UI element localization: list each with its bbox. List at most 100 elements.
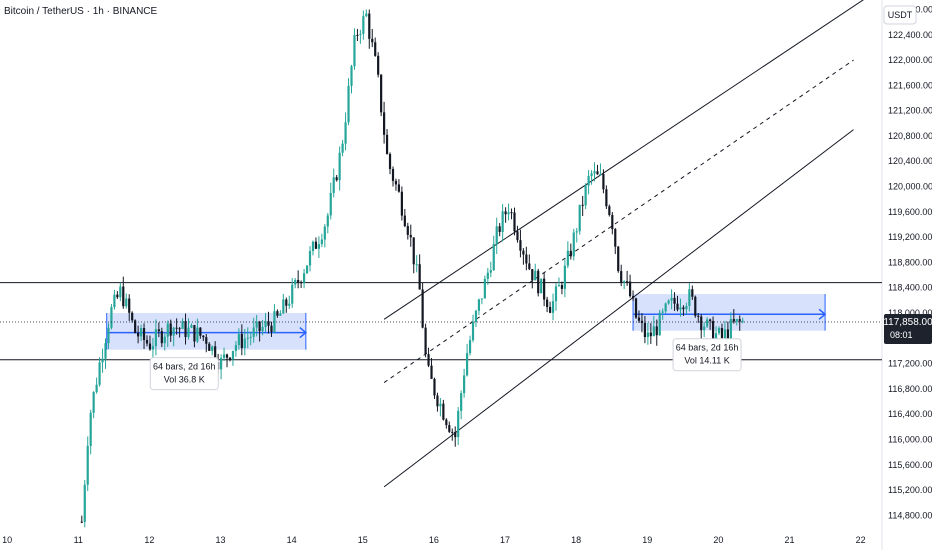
candle-body — [436, 395, 439, 407]
candle-body — [646, 332, 649, 338]
candle-body — [590, 173, 593, 177]
candle-body — [374, 42, 377, 56]
x-tick-label: 19 — [642, 535, 652, 545]
candle-body — [311, 241, 315, 252]
candle-body — [305, 265, 309, 274]
candle-body — [166, 323, 169, 337]
candle-body — [694, 296, 697, 316]
candle-body — [691, 289, 694, 297]
y-tick-label: 120,000.00 — [888, 182, 932, 192]
candle-body — [738, 319, 741, 322]
candle-body — [335, 177, 338, 181]
candle-body — [137, 332, 140, 337]
x-tick-label: 18 — [571, 535, 581, 545]
candle-body — [110, 307, 113, 328]
candle-body — [300, 282, 303, 284]
candle-body — [584, 185, 587, 206]
candle-body — [608, 206, 611, 215]
candle-body — [98, 362, 101, 385]
candle-body — [448, 425, 451, 432]
candle-body — [617, 246, 620, 272]
candle-body — [709, 319, 712, 322]
candle-body — [569, 250, 572, 257]
candle-body — [231, 350, 235, 360]
candle-body — [157, 329, 160, 332]
candle-body — [228, 357, 232, 360]
candle-body — [368, 13, 371, 39]
candle-body — [314, 241, 318, 249]
candle-body — [620, 271, 623, 283]
candle-body — [264, 321, 267, 328]
candle-body — [329, 192, 332, 216]
candle-body — [445, 419, 448, 426]
candle-body — [317, 244, 320, 249]
candle-body — [634, 298, 638, 318]
candle-body — [519, 240, 522, 251]
candle-body — [409, 234, 412, 238]
candle-body — [86, 445, 89, 485]
candle-body — [664, 303, 667, 312]
candle-body — [602, 174, 605, 190]
candle-body — [377, 55, 380, 75]
currency-badge[interactable]: USDT — [883, 5, 917, 25]
candle-body — [196, 327, 199, 342]
candle-body — [178, 328, 181, 330]
candle-body — [181, 321, 184, 329]
price-badge: 117,858.00 08:01 — [883, 313, 932, 344]
y-tick-label: 116,000.00 — [888, 434, 932, 444]
x-tick-label: 22 — [856, 535, 866, 545]
candle-body — [540, 278, 543, 294]
candle-body — [128, 298, 131, 313]
candle-body — [356, 34, 359, 36]
candle-body — [735, 319, 738, 322]
candle-body — [652, 326, 655, 337]
candle-body — [243, 338, 246, 349]
y-tick-label: 121,600.00 — [888, 80, 932, 90]
candle-body — [706, 319, 709, 327]
range-box — [633, 294, 826, 331]
candle-body — [187, 327, 190, 338]
candle-body — [563, 265, 566, 289]
candle-body — [581, 204, 584, 206]
y-tick-label: 121,200.00 — [888, 106, 932, 116]
candle-body — [116, 294, 119, 298]
candle-body — [605, 189, 608, 207]
candle-body — [362, 16, 365, 34]
candle-body — [332, 177, 335, 193]
candle-body — [566, 250, 569, 266]
y-tick-label: 119,600.00 — [888, 207, 932, 217]
candle-body — [593, 171, 596, 174]
candle-body — [394, 180, 398, 185]
range-box-label-bg — [672, 338, 742, 372]
candle-body — [359, 33, 362, 35]
candle-body — [717, 328, 721, 334]
candle-body — [637, 317, 641, 321]
candle-body — [258, 321, 261, 332]
candle-body — [513, 212, 516, 232]
candle-body — [626, 281, 629, 283]
y-tick-label: 118,800.00 — [888, 257, 932, 267]
candle-body — [169, 323, 172, 336]
candle-body — [471, 322, 475, 341]
candle-body — [113, 294, 116, 308]
candle-body — [175, 327, 178, 329]
candle-body — [572, 232, 575, 257]
candle-body — [711, 321, 715, 342]
candle-body — [240, 333, 243, 349]
candle-body — [557, 285, 561, 287]
candle-body — [142, 328, 146, 340]
channel-lines — [383, 0, 864, 488]
candle-body — [433, 378, 436, 396]
candle-body — [631, 296, 635, 299]
candle-body — [302, 273, 306, 283]
candle-body — [134, 320, 137, 333]
candle-body — [667, 300, 670, 304]
candle-body — [205, 337, 208, 344]
candle-body — [477, 299, 481, 311]
x-tick-label: 20 — [713, 535, 723, 545]
y-tick-label: 120,400.00 — [888, 156, 932, 166]
range-box-labels: 64 bars, 2d 16h Vol 36.8 K 64 bars, 2d 16h… — [149, 338, 742, 391]
candle-body — [522, 250, 525, 255]
candle-body — [403, 215, 406, 227]
